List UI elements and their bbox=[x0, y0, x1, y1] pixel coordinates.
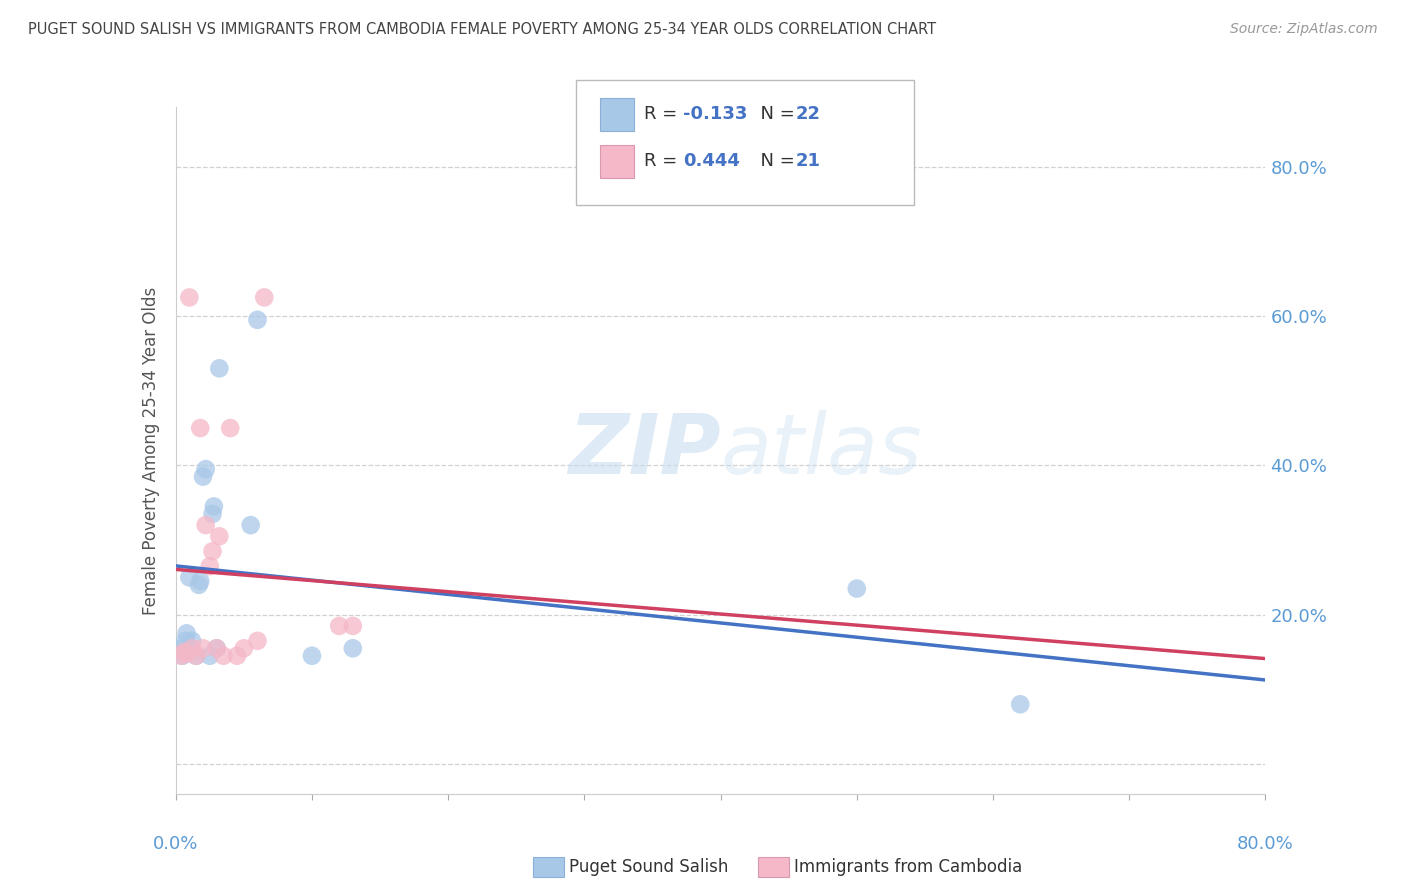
Y-axis label: Female Poverty Among 25-34 Year Olds: Female Poverty Among 25-34 Year Olds bbox=[142, 286, 160, 615]
Text: 0.444: 0.444 bbox=[683, 153, 740, 170]
Text: atlas: atlas bbox=[721, 410, 922, 491]
Point bbox=[194, 462, 217, 476]
Point bbox=[181, 633, 204, 648]
Point bbox=[179, 290, 201, 304]
Point bbox=[191, 469, 214, 483]
Point bbox=[181, 641, 204, 656]
Point bbox=[172, 648, 194, 663]
Point bbox=[198, 648, 221, 663]
Point bbox=[845, 582, 868, 596]
Point bbox=[201, 507, 224, 521]
Point bbox=[226, 648, 249, 663]
Point bbox=[173, 645, 195, 659]
Text: R =: R = bbox=[644, 153, 683, 170]
Point bbox=[174, 633, 197, 648]
Point bbox=[208, 361, 231, 376]
Text: 21: 21 bbox=[796, 153, 821, 170]
Point bbox=[205, 641, 228, 656]
Point bbox=[179, 570, 201, 584]
Text: -0.133: -0.133 bbox=[683, 105, 748, 123]
Point bbox=[186, 648, 208, 663]
Point bbox=[301, 648, 323, 663]
Point bbox=[176, 647, 198, 661]
Point bbox=[191, 641, 214, 656]
Point bbox=[176, 626, 198, 640]
Point bbox=[219, 421, 242, 435]
Point bbox=[246, 633, 269, 648]
Point bbox=[205, 641, 228, 656]
Point bbox=[188, 421, 211, 435]
Point bbox=[246, 313, 269, 327]
Text: Immigrants from Cambodia: Immigrants from Cambodia bbox=[794, 858, 1022, 876]
Text: N =: N = bbox=[749, 153, 801, 170]
Text: Puget Sound Salish: Puget Sound Salish bbox=[569, 858, 728, 876]
Point bbox=[342, 619, 364, 633]
Point bbox=[201, 544, 224, 558]
Point bbox=[198, 559, 221, 574]
Text: PUGET SOUND SALISH VS IMMIGRANTS FROM CAMBODIA FEMALE POVERTY AMONG 25-34 YEAR O: PUGET SOUND SALISH VS IMMIGRANTS FROM CA… bbox=[28, 22, 936, 37]
Point bbox=[186, 648, 208, 663]
Point bbox=[170, 648, 193, 663]
Point bbox=[253, 290, 276, 304]
Point bbox=[1010, 698, 1032, 712]
Point bbox=[342, 641, 364, 656]
Text: 0.0%: 0.0% bbox=[153, 835, 198, 853]
Text: N =: N = bbox=[749, 105, 801, 123]
Point bbox=[212, 648, 235, 663]
Text: 22: 22 bbox=[796, 105, 821, 123]
Text: Source: ZipAtlas.com: Source: ZipAtlas.com bbox=[1230, 22, 1378, 37]
Point bbox=[232, 641, 254, 656]
Text: R =: R = bbox=[644, 105, 683, 123]
Text: ZIP: ZIP bbox=[568, 410, 721, 491]
Point bbox=[239, 518, 262, 533]
Point bbox=[188, 574, 211, 588]
Point bbox=[194, 518, 217, 533]
Point bbox=[187, 578, 209, 592]
Point bbox=[172, 641, 194, 656]
Point bbox=[202, 500, 225, 514]
Text: 80.0%: 80.0% bbox=[1237, 835, 1294, 853]
Point bbox=[328, 619, 350, 633]
Point bbox=[208, 529, 231, 543]
